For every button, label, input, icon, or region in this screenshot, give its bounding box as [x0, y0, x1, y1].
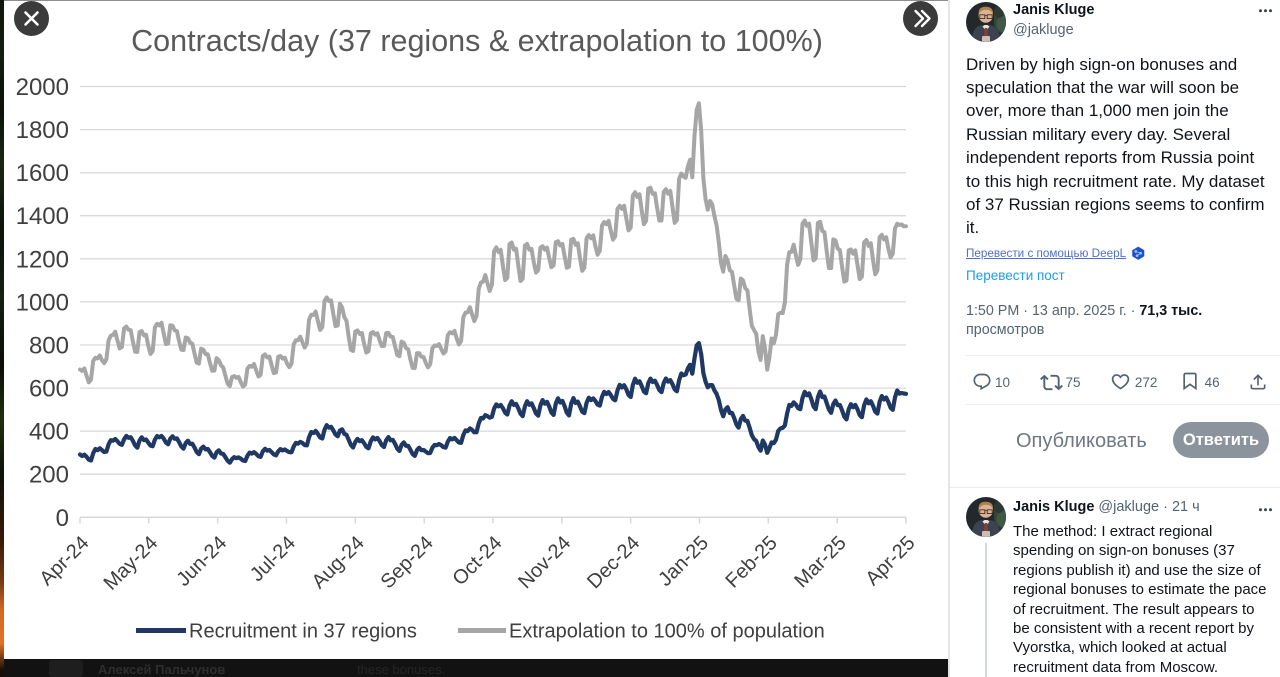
- svg-text:200: 200: [29, 462, 69, 489]
- svg-text:1800: 1800: [16, 117, 69, 144]
- svg-text:1200: 1200: [16, 246, 69, 273]
- svg-text:2000: 2000: [16, 74, 69, 101]
- svg-text:Extrapolation to 100% of popul: Extrapolation to 100% of population: [509, 621, 825, 643]
- svg-text:800: 800: [29, 333, 69, 360]
- svg-text:600: 600: [29, 376, 69, 403]
- svg-text:1000: 1000: [16, 289, 69, 316]
- svg-text:Recruitment in 37 regions: Recruitment in 37 regions: [189, 621, 417, 643]
- svg-text:0: 0: [56, 505, 69, 532]
- svg-text:1600: 1600: [16, 160, 69, 187]
- svg-text:1400: 1400: [16, 203, 69, 230]
- svg-text:400: 400: [29, 419, 69, 446]
- svg-text:Contracts/day (37 regions & ex: Contracts/day (37 regions & extrapolatio…: [131, 24, 823, 58]
